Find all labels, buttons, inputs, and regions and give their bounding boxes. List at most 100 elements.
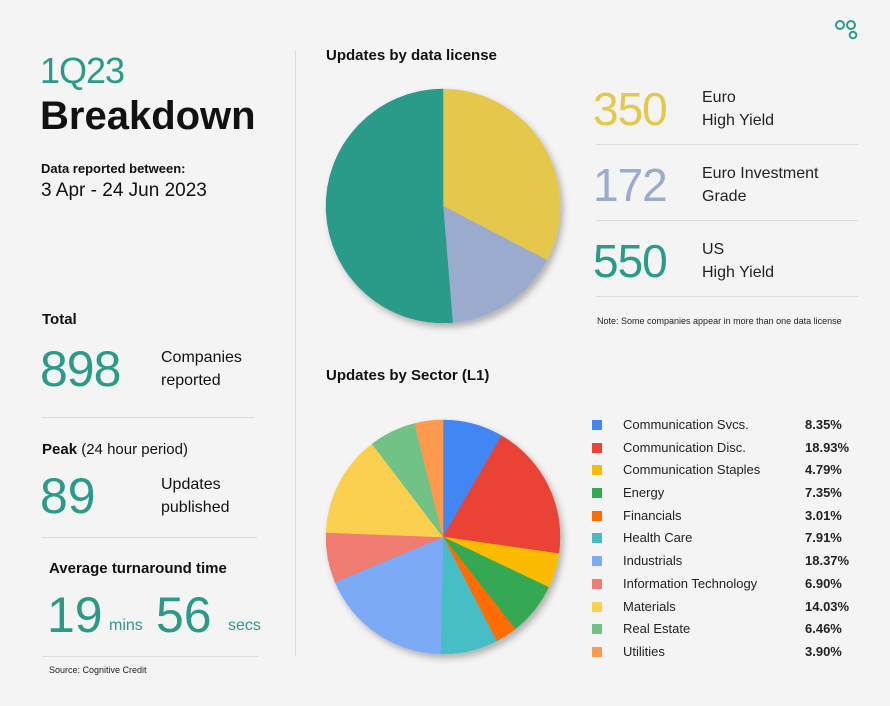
- divider: [596, 220, 858, 221]
- legend-label: Real Estate: [623, 621, 691, 637]
- legend-swatch: [592, 488, 602, 499]
- legend-label: Communication Disc.: [623, 439, 746, 455]
- legend-swatch: [592, 646, 602, 657]
- legend-swatch: [592, 556, 602, 567]
- legend-value: 18.93%: [805, 439, 850, 455]
- avg-seconds-value: 56: [156, 587, 212, 643]
- license-item: 172 Euro Investment Grade: [593, 158, 858, 234]
- legend-swatch: [592, 601, 602, 612]
- total-description: Companies reported: [161, 346, 261, 392]
- license-slice: [442, 88, 561, 261]
- legend-label: Materials: [623, 598, 676, 614]
- peak-heading-rest: (24 hour period): [81, 441, 188, 458]
- legend-value: 8.35%: [805, 417, 842, 432]
- legend-label: Communication Svcs.: [623, 417, 749, 432]
- legend-label: Information Technology: [623, 575, 758, 591]
- license-name: Euro Investment Grade: [702, 162, 862, 208]
- sector-legend: Communication Svcs. 8.35% Communication Di…: [592, 416, 862, 666]
- avg-minutes-unit: mins: [109, 617, 143, 634]
- license-chart-heading: Updates by data license: [326, 47, 497, 64]
- license-item: 550 US High Yield: [593, 234, 858, 310]
- license-slice: [442, 205, 548, 323]
- license-count: 172: [593, 159, 668, 211]
- legend-swatch: [592, 420, 602, 430]
- avg-seconds-unit: secs: [228, 617, 261, 634]
- logo-icon: [835, 20, 858, 40]
- legend-value: 14.03%: [805, 598, 850, 614]
- legend-label: Communication Staples: [623, 462, 761, 478]
- legend-value: 18.37%: [805, 553, 850, 569]
- legend-value: 6.90%: [805, 575, 842, 591]
- legend-item: Materials 14.03%: [592, 598, 862, 621]
- page-title: Breakdown: [40, 94, 256, 138]
- license-slice: [325, 88, 453, 324]
- legend-item: Financials 3.01%: [592, 507, 862, 530]
- sector-slice: [334, 536, 444, 655]
- license-name-line1: US: [702, 241, 725, 258]
- sector-chart-heading: Updates by Sector (L1): [326, 367, 490, 384]
- divider: [42, 656, 258, 657]
- avg-minutes-value: 19: [47, 587, 103, 643]
- legend-value: 3.90%: [805, 643, 842, 659]
- legend-item: Communication Svcs. 8.35%: [592, 416, 862, 439]
- legend-item: Information Technology 6.90%: [592, 575, 862, 598]
- sector-slice: [325, 443, 444, 538]
- peak-desc-line1: Updates: [161, 476, 221, 493]
- total-desc-line2: reported: [161, 372, 221, 389]
- legend-swatch: [592, 510, 602, 521]
- license-name: US High Yield: [702, 238, 862, 284]
- reported-label: Data reported between:: [41, 161, 186, 176]
- legend-value: 7.91%: [805, 530, 842, 546]
- sector-pie-chart: [325, 419, 561, 655]
- license-pie-chart: [325, 88, 561, 324]
- license-name-line1: Euro: [702, 89, 736, 106]
- legend-swatch: [592, 442, 602, 453]
- license-note: Note: Some companies appear in more than…: [597, 316, 842, 326]
- license-name: Euro High Yield: [702, 86, 862, 132]
- total-desc-line1: Companies: [161, 349, 242, 366]
- legend-swatch: [592, 578, 602, 589]
- sector-slice: [414, 419, 444, 538]
- legend-value: 3.01%: [805, 507, 842, 523]
- license-name-line2: High Yield: [702, 112, 775, 129]
- legend-swatch: [592, 465, 602, 476]
- legend-item: Communication Disc. 18.93%: [592, 439, 862, 462]
- license-item: 350 Euro High Yield: [593, 82, 858, 158]
- divider: [42, 537, 257, 538]
- total-value: 898: [40, 341, 121, 397]
- license-name-line2: High Yield: [702, 264, 775, 281]
- legend-value: 6.46%: [805, 621, 842, 637]
- legend-item: Communication Staples 4.79%: [592, 461, 862, 484]
- license-name-line2: Grade: [702, 188, 747, 205]
- legend-label: Industrials: [623, 553, 683, 569]
- peak-heading-bold: Peak: [42, 441, 78, 458]
- peak-heading: Peak (24 hour period): [42, 441, 188, 458]
- legend-item: Industrials 18.37%: [592, 552, 862, 575]
- legend-swatch: [592, 533, 602, 544]
- legend-value: 7.35%: [805, 485, 842, 501]
- license-name-line1: Euro Investment: [702, 165, 819, 182]
- legend-label: Financials: [623, 507, 682, 523]
- legend-item: Health Care 7.91%: [592, 529, 862, 552]
- legend-label: Utilities: [623, 643, 665, 659]
- divider: [42, 417, 254, 418]
- legend-item: Energy 7.35%: [592, 484, 862, 507]
- divider: [596, 144, 858, 145]
- vertical-divider: [295, 50, 296, 656]
- divider: [596, 296, 858, 297]
- quarter-label: 1Q23: [40, 50, 125, 91]
- reported-range: 3 Apr - 24 Jun 2023: [41, 180, 207, 201]
- legend-item: Real Estate 6.46%: [592, 620, 862, 643]
- license-count: 550: [593, 235, 668, 287]
- legend-value: 4.79%: [805, 462, 842, 478]
- source-note: Source: Cognitive Credit: [49, 665, 147, 675]
- total-heading: Total: [42, 311, 77, 328]
- avg-turnaround-heading: Average turnaround time: [49, 560, 227, 577]
- peak-value: 89: [40, 468, 96, 524]
- sector-slice: [442, 435, 561, 554]
- peak-desc-line2: published: [161, 499, 230, 516]
- legend-label: Health Care: [623, 530, 693, 546]
- peak-description: Updates published: [161, 473, 261, 519]
- legend-item: Utilities 3.90%: [592, 643, 862, 666]
- legend-swatch: [592, 624, 602, 635]
